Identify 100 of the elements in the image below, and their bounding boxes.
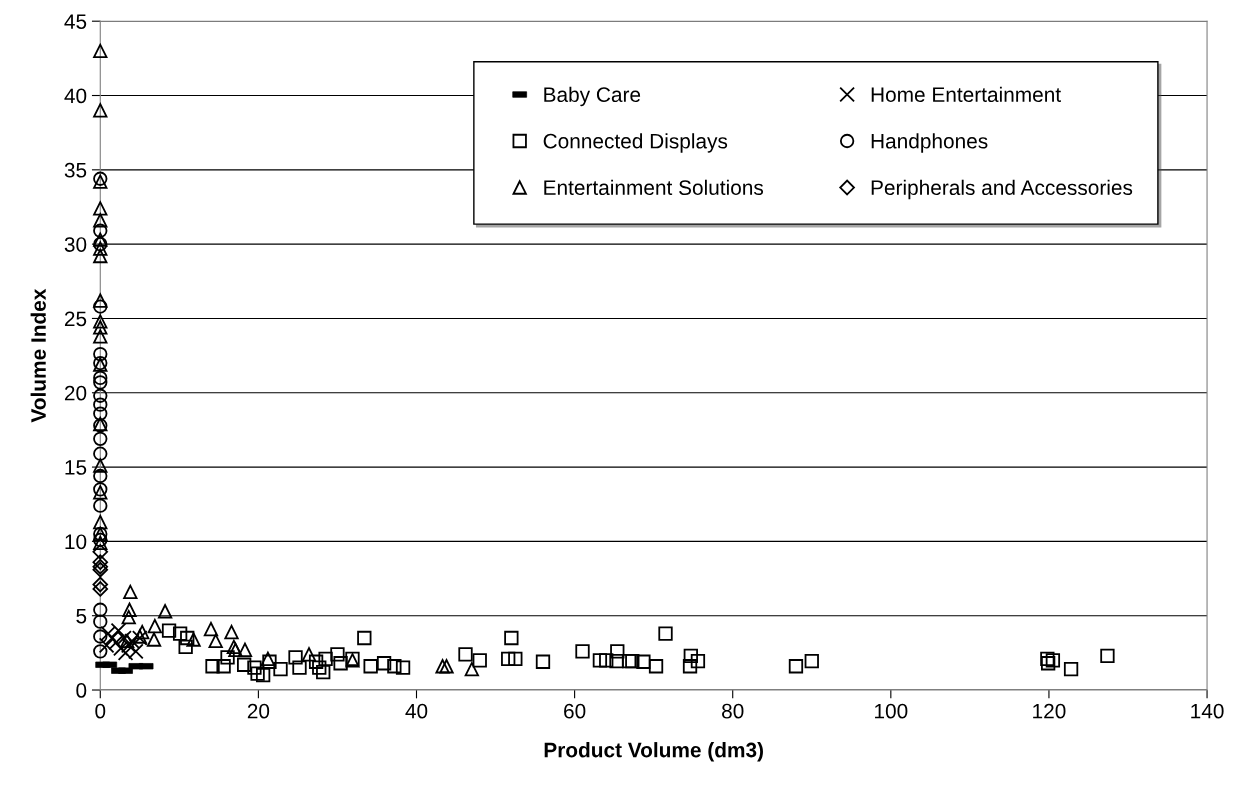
point xyxy=(92,554,109,570)
legend-label: Handphones xyxy=(871,133,988,153)
point xyxy=(648,659,664,674)
point xyxy=(333,656,348,671)
point xyxy=(330,647,345,662)
point xyxy=(508,651,523,666)
point xyxy=(203,621,219,637)
point xyxy=(247,660,262,675)
y-tick-label: 10 xyxy=(65,534,87,550)
x-tick-label: 0 xyxy=(95,703,106,719)
point xyxy=(224,624,239,640)
point xyxy=(288,650,303,665)
point xyxy=(1040,651,1055,666)
point xyxy=(146,632,162,647)
point xyxy=(682,659,698,674)
x-tick-label: 100 xyxy=(875,703,908,719)
point xyxy=(178,639,193,655)
point xyxy=(93,431,108,446)
point xyxy=(93,248,108,264)
point xyxy=(1100,648,1115,663)
point xyxy=(395,660,411,675)
point xyxy=(93,514,108,530)
point xyxy=(439,659,454,674)
y-tick-label: 25 xyxy=(64,311,87,327)
point xyxy=(186,632,201,647)
point xyxy=(690,653,706,669)
y-tick-label: 35 xyxy=(64,162,87,178)
point xyxy=(93,375,108,390)
point xyxy=(93,329,108,344)
legend-label: Home Entertainment xyxy=(871,86,1061,103)
point xyxy=(93,397,108,412)
point xyxy=(93,201,108,216)
point xyxy=(636,654,651,669)
point xyxy=(147,618,162,634)
y-axis-title: Volume Index xyxy=(30,288,46,423)
point xyxy=(93,644,108,659)
x-tick-label: 120 xyxy=(1033,703,1066,719)
point xyxy=(161,623,177,638)
point xyxy=(535,654,551,669)
point xyxy=(458,647,473,662)
point xyxy=(93,103,108,118)
point xyxy=(609,653,624,669)
y-tick-label: 40 xyxy=(64,88,87,104)
point xyxy=(122,602,137,617)
point xyxy=(220,650,235,665)
point xyxy=(435,659,450,674)
point xyxy=(788,659,804,674)
x-tick-label: 20 xyxy=(247,703,270,719)
x-tick-label: 80 xyxy=(722,703,744,719)
point xyxy=(376,656,392,671)
y-tick-label: 0 xyxy=(76,683,87,698)
point xyxy=(363,659,378,674)
y-tick-label: 30 xyxy=(64,237,87,252)
legend-label: Baby Care xyxy=(544,86,641,107)
x-axis-title: Product Volume (dm3) xyxy=(544,742,763,762)
point xyxy=(135,624,150,640)
point xyxy=(1040,656,1056,671)
point xyxy=(255,667,271,683)
point xyxy=(308,654,324,669)
point xyxy=(312,660,327,675)
point xyxy=(683,648,698,663)
point xyxy=(123,584,138,600)
point xyxy=(93,213,108,228)
y-tick-label: 20 xyxy=(64,385,87,401)
point xyxy=(93,299,108,314)
legend-label: Peripherals and Accessories xyxy=(871,179,1133,200)
point xyxy=(1063,662,1079,677)
point xyxy=(387,659,402,674)
point xyxy=(464,662,479,677)
point xyxy=(1045,653,1061,668)
point xyxy=(93,370,108,386)
point xyxy=(301,647,317,662)
point xyxy=(472,653,487,668)
point xyxy=(93,498,108,513)
point xyxy=(92,581,109,597)
point xyxy=(316,665,331,680)
point xyxy=(157,604,173,619)
x-tick-label: 40 xyxy=(405,703,428,719)
point xyxy=(205,659,220,674)
x-tick-label: 60 xyxy=(564,703,586,719)
point xyxy=(658,626,673,641)
point xyxy=(172,626,188,641)
legend-label: Connected Displays xyxy=(543,133,728,153)
point xyxy=(599,653,614,668)
point xyxy=(318,651,333,666)
point xyxy=(93,223,108,238)
point xyxy=(501,651,516,666)
point xyxy=(592,653,608,668)
point xyxy=(117,645,134,661)
point xyxy=(93,43,108,59)
point xyxy=(92,576,109,593)
point xyxy=(208,633,223,649)
point xyxy=(110,622,127,639)
y-tick-label: 45 xyxy=(64,14,87,29)
point xyxy=(93,406,108,421)
point xyxy=(504,630,519,646)
point xyxy=(92,544,109,560)
point xyxy=(237,642,253,658)
point xyxy=(93,293,108,308)
y-tick-label: 15 xyxy=(65,460,87,475)
